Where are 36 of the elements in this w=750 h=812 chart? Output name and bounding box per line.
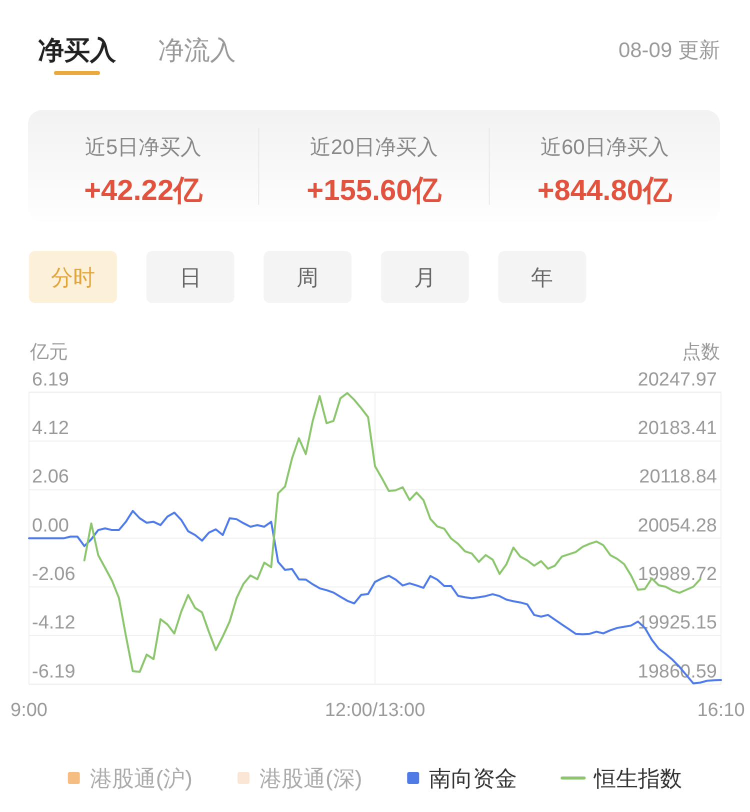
y2-tick-label: 20054.28 bbox=[638, 515, 717, 536]
text: 近5日净买入 bbox=[84, 136, 202, 159]
legend-label: 恒生指数 bbox=[593, 766, 682, 791]
y-tick-label: -6.19 bbox=[32, 661, 76, 682]
text: 月 bbox=[414, 265, 436, 290]
text: 净流入 bbox=[158, 35, 236, 65]
y2-axis-title: 点数 bbox=[682, 342, 720, 363]
y-tick-label: 6.19 bbox=[32, 369, 69, 390]
text: 日 bbox=[179, 265, 202, 290]
text: 周 bbox=[296, 265, 319, 290]
x-tick-label: 16:10 bbox=[697, 700, 745, 721]
legend-label: 港股通(沪) bbox=[90, 766, 192, 791]
x-tick-label: 12:00/13:00 bbox=[324, 700, 426, 721]
y-tick-label: 4.12 bbox=[32, 418, 69, 440]
y2-tick-label: 20183.41 bbox=[638, 418, 717, 439]
x-tick-label: 9:00 bbox=[10, 700, 48, 721]
text: +844.80亿 bbox=[537, 175, 673, 207]
y2-tick-label: 20118.84 bbox=[639, 466, 718, 488]
y2-tick-label: 19989.72 bbox=[638, 564, 717, 585]
y-tick-label: -2.06 bbox=[32, 564, 76, 585]
text: 近60日净买入 bbox=[540, 136, 669, 159]
text: +155.60亿 bbox=[306, 175, 442, 207]
y-tick-label: 0.00 bbox=[32, 515, 69, 536]
text: 分时 bbox=[51, 265, 95, 290]
y-tick-label: 2.06 bbox=[32, 466, 69, 488]
text: +42.22亿 bbox=[84, 175, 204, 207]
legend-label: 南向资金 bbox=[429, 766, 518, 791]
text: 近20日净买入 bbox=[310, 136, 438, 159]
y-tick-label: -4.12 bbox=[32, 612, 76, 634]
legend-label: 港股通(深) bbox=[260, 766, 362, 791]
y2-tick-label: 20247.97 bbox=[638, 369, 717, 390]
y-axis-title: 亿元 bbox=[29, 342, 68, 363]
text: 年 bbox=[531, 265, 554, 290]
text: 08-09 更新 bbox=[618, 39, 720, 62]
text: 净买入 bbox=[38, 35, 117, 65]
y2-tick-label: 19925.15 bbox=[638, 612, 717, 634]
